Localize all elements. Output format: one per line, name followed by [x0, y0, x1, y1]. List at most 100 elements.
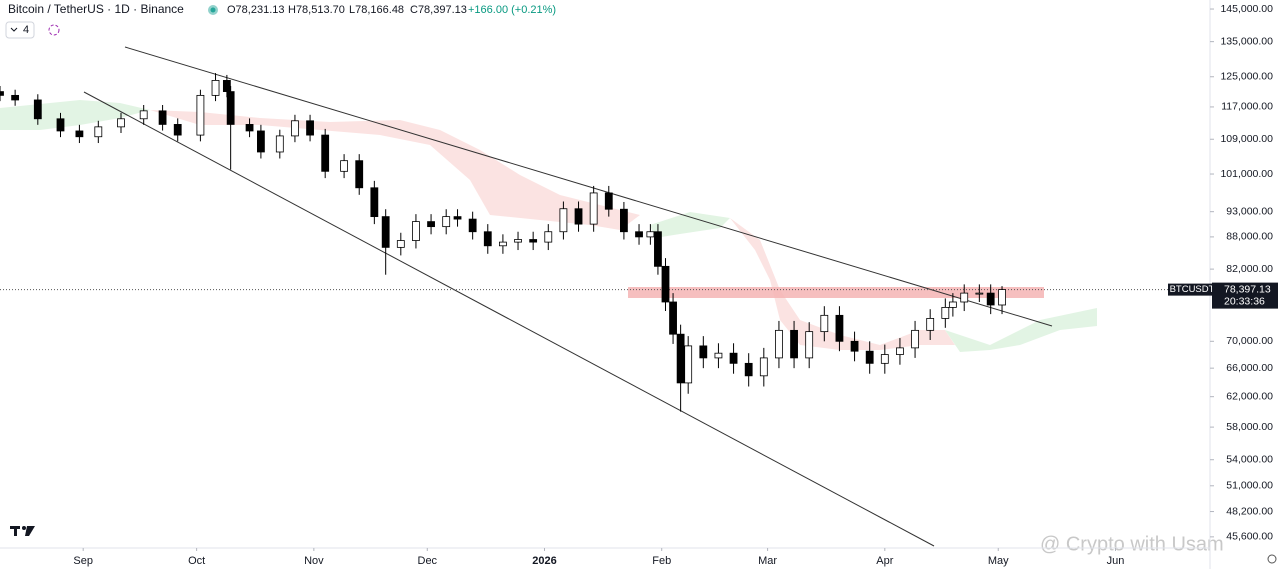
candle-body	[865, 350, 874, 364]
tv-logo	[10, 526, 35, 536]
y-tick-label: 54,000.00	[1226, 453, 1273, 465]
x-tick-label: Apr	[876, 555, 893, 567]
candle-body	[222, 80, 231, 92]
candle-body	[850, 340, 859, 352]
candle-body	[654, 231, 662, 267]
candle-body	[948, 301, 957, 308]
candle-body	[56, 118, 65, 132]
y-tick-label: 109,000.00	[1220, 133, 1273, 145]
chevron-icon	[10, 27, 18, 32]
y-tick-label: 135,000.00	[1220, 35, 1273, 47]
candle-body	[896, 347, 904, 355]
y-tick-label: 66,000.00	[1226, 362, 1273, 374]
candle-body	[820, 314, 829, 333]
candle-body	[646, 231, 655, 238]
resistance-zone	[628, 287, 1044, 298]
x-tick-label: Mar	[758, 555, 777, 567]
y-tick-label: 51,000.00	[1226, 480, 1273, 492]
candle-body	[790, 329, 798, 359]
candle-body	[514, 239, 522, 243]
x-tick-label: Feb	[652, 555, 671, 567]
candle-body	[499, 241, 507, 247]
candle-body	[33, 99, 42, 120]
candle-body	[139, 110, 148, 120]
candle-body	[257, 130, 265, 153]
candle-body	[412, 221, 420, 241]
x-tick-label: Sep	[73, 555, 93, 567]
candle-body	[173, 124, 182, 136]
candle-body	[574, 208, 583, 225]
candle-body	[442, 216, 451, 228]
y-tick-label: 93,000.00	[1226, 205, 1273, 217]
y-tick-label: 101,000.00	[1220, 168, 1273, 180]
y-tick-label: 117,000.00	[1221, 101, 1273, 113]
candle-body	[381, 216, 390, 248]
settings-icon[interactable]	[1267, 554, 1277, 564]
candle-body	[880, 354, 889, 364]
x-tick-label: Jun	[1107, 555, 1125, 567]
y-tick-label: 58,000.00	[1226, 421, 1273, 433]
candle-body	[306, 120, 314, 136]
x-tick-label: May	[988, 555, 1009, 567]
candle-body	[355, 160, 364, 189]
candle-body	[453, 216, 462, 220]
candle-body	[559, 208, 568, 233]
ohlc-close: C78,397.13	[410, 4, 467, 16]
y-tick-label: 125,000.00	[1220, 71, 1273, 83]
candle-body	[370, 187, 379, 218]
countdown: 20:33:36	[1224, 295, 1265, 307]
upper-trendline	[124, 46, 1053, 327]
price-label-box	[1212, 282, 1278, 309]
candle-body	[835, 314, 844, 342]
candle-body	[589, 192, 598, 225]
candle-body	[468, 218, 477, 233]
candle-body	[483, 231, 492, 247]
candle-body	[620, 208, 628, 233]
ohlc-low: L78,166.48	[349, 4, 404, 16]
price-tag: BTCUSDT	[1170, 284, 1215, 295]
candle-body	[158, 110, 167, 125]
status-dot-core	[210, 7, 216, 13]
x-tick-label: Dec	[418, 555, 438, 567]
y-tick-label: 70,000.00	[1226, 335, 1273, 347]
candle-body	[998, 289, 1006, 306]
x-tick-label: Nov	[304, 555, 324, 567]
candle-body	[669, 301, 677, 335]
watermark: @ Crypto with Usam	[1040, 533, 1224, 555]
candle-body	[604, 192, 613, 210]
candles	[0, 73, 1006, 412]
candle-body	[960, 292, 969, 303]
candle-body	[744, 362, 753, 377]
candle-body	[911, 329, 919, 349]
y-tick-label: 88,000.00	[1226, 231, 1273, 243]
candle-body	[275, 135, 284, 153]
candle-body	[226, 91, 235, 125]
candle-body	[775, 329, 783, 359]
candle-body	[196, 94, 205, 136]
candle-body	[396, 240, 405, 248]
candle-body	[676, 333, 685, 384]
candle-body	[544, 231, 553, 243]
candle-body	[926, 318, 935, 331]
candle-body	[75, 130, 84, 138]
ohlc-high: H78,513.70	[288, 4, 345, 16]
candle-body	[427, 221, 435, 228]
candle-body	[117, 118, 125, 128]
y-tick-label: 145,000.00	[1220, 3, 1273, 15]
candle-body	[291, 120, 299, 137]
indicator-count: 4	[23, 24, 29, 36]
indicator-toggle[interactable]	[5, 21, 35, 39]
candle-body	[729, 352, 738, 364]
candle-body	[340, 160, 348, 172]
candle-body	[321, 134, 330, 172]
candle-body	[714, 352, 723, 359]
candle-body	[11, 94, 20, 101]
candle-body	[635, 231, 643, 238]
candle-body	[211, 80, 220, 96]
candle-body	[805, 331, 814, 359]
loading-icon	[48, 24, 60, 36]
candle-body	[0, 91, 4, 96]
candle-body	[245, 124, 254, 132]
